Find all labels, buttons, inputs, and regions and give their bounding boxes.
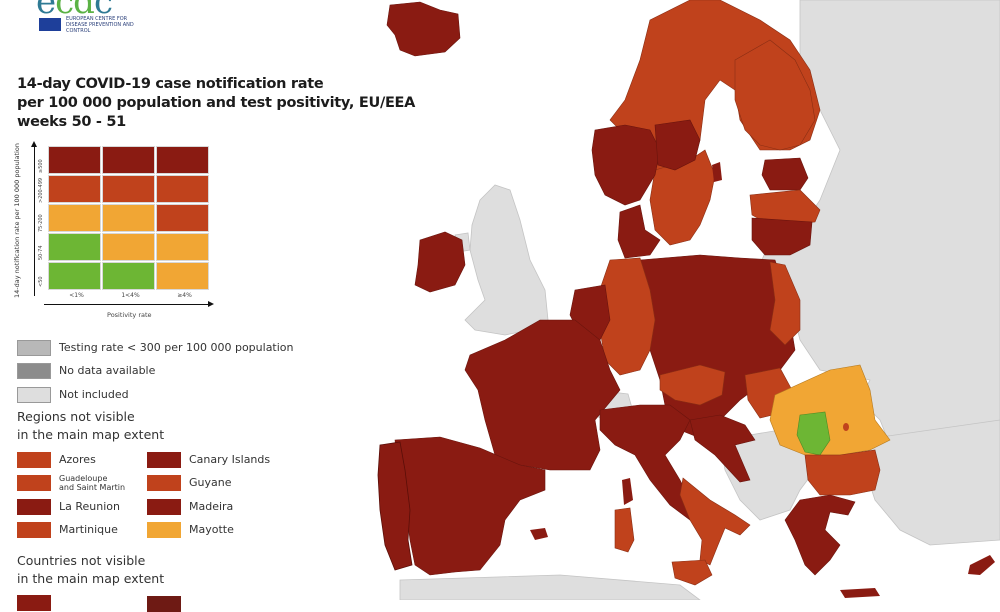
denmark <box>617 204 661 259</box>
matrix-cell <box>102 204 155 232</box>
matrix-cell <box>102 262 155 290</box>
eu-flag-icon <box>39 18 61 31</box>
croatia <box>689 414 756 483</box>
swatch-region <box>147 522 181 538</box>
matrix-row-label: >200-499 <box>38 177 44 203</box>
not-included-land <box>399 0 1000 600</box>
matrix-cell <box>48 233 101 261</box>
swatch-region <box>17 499 51 515</box>
swatch-country <box>17 595 51 611</box>
estonia <box>761 157 809 191</box>
matrix-cell <box>156 204 209 232</box>
portugal <box>377 441 413 571</box>
matrix-cell <box>48 146 101 174</box>
matrix-cell <box>48 175 101 203</box>
map-title: 14-day COVID-19 case notification rate p… <box>17 76 416 130</box>
matrix-cell <box>102 175 155 203</box>
y-axis-arrow <box>31 141 37 296</box>
ireland <box>414 231 466 293</box>
finland <box>734 39 816 151</box>
matrix-cell <box>48 262 101 290</box>
matrix-row-label: 50-74 <box>38 245 44 260</box>
swatch-region <box>17 475 51 491</box>
matrix-cell <box>156 262 209 290</box>
matrix-y-axis-label: 14-day notification rate per 100 000 pop… <box>13 143 21 298</box>
north-africa <box>399 574 701 600</box>
italy-south <box>679 477 751 566</box>
greece <box>784 494 856 576</box>
ecdc-subtitle: European Centre for Disease Prevention a… <box>66 16 134 34</box>
sweden-central <box>654 119 701 171</box>
matrix-row-label: 75-200 <box>38 214 44 232</box>
france <box>464 319 621 471</box>
corsica <box>622 478 633 505</box>
matrix-cell <box>48 204 101 232</box>
swatch-country <box>147 596 181 612</box>
latvia <box>749 189 821 226</box>
ecdc-wordmark: ecdc <box>36 0 113 22</box>
matrix-cell <box>156 175 209 203</box>
iceland <box>386 1 461 57</box>
balearic-islands <box>530 528 548 540</box>
matrix-x-axis-label: Positivity rate <box>107 311 152 319</box>
matrix-row-label: ≥500 <box>38 159 44 173</box>
crete <box>840 588 880 598</box>
matrix-cell <box>156 146 209 174</box>
poland-east <box>769 261 801 346</box>
matrix-cell <box>156 233 209 261</box>
swatch-region <box>147 499 181 515</box>
swatch-not-included <box>17 387 51 403</box>
regions-heading: Regions not visible in the main map exte… <box>17 409 165 442</box>
united-kingdom <box>464 184 549 336</box>
matrix-col-label: ≥4% <box>177 292 192 299</box>
swatch-region <box>17 452 51 468</box>
swatch-testing-low <box>17 340 51 356</box>
gotland <box>712 162 722 182</box>
matrix-col-label: 1<4% <box>121 292 140 299</box>
sardinia <box>614 507 635 553</box>
sweden-south <box>649 149 716 246</box>
matrix-col-label: <1% <box>69 292 84 299</box>
cyprus <box>968 555 995 575</box>
ecdc-logo: ecdc European Centre for Disease Prevent… <box>36 0 186 36</box>
bucharest-marker <box>843 423 849 431</box>
sicily <box>671 559 713 586</box>
swatch-region <box>147 475 181 491</box>
x-axis-arrow <box>44 301 214 307</box>
lithuania <box>751 217 813 256</box>
bulgaria <box>804 449 881 496</box>
norway-south <box>591 124 661 206</box>
matrix-cell <box>102 146 155 174</box>
matrix-row-label: <50 <box>38 276 44 287</box>
swatch-no-data <box>17 363 51 379</box>
austria <box>659 364 726 406</box>
matrix-cell <box>102 233 155 261</box>
swatch-region <box>17 522 51 538</box>
swatch-region <box>147 452 181 468</box>
countries-heading: Countries not visible in the main map ex… <box>17 553 165 586</box>
